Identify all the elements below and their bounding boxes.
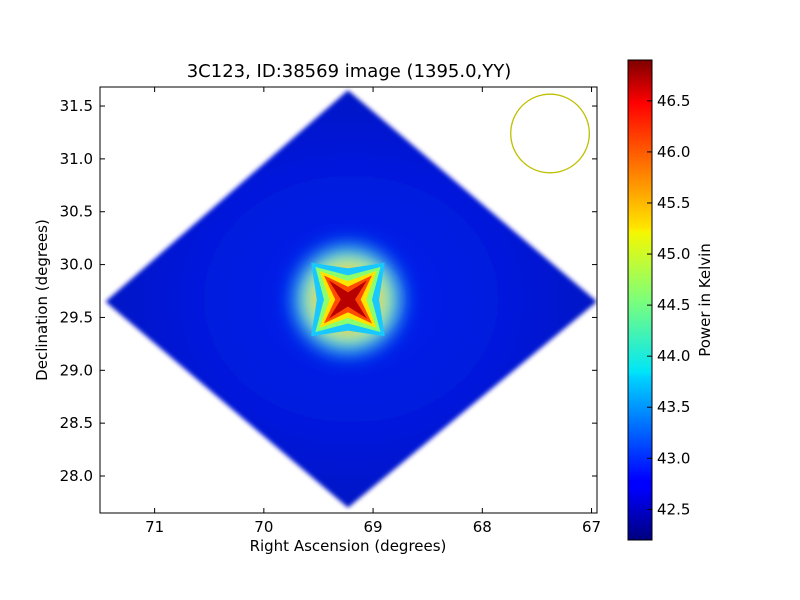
y-axis-ticks: 28.0 28.5 29.0 29.5 30.0 30.5 31.0 31.5	[60, 97, 597, 485]
y-axis-label: Declination (degrees)	[33, 219, 51, 381]
colorbar-tick-label: 42.5	[657, 500, 690, 518]
y-tick-label: 28.5	[60, 414, 93, 432]
x-axis-ticks: 71 70 69 68 67	[145, 87, 601, 536]
y-tick-label: 30.0	[60, 256, 93, 274]
heatmap-layer	[105, 90, 597, 508]
colorbar	[627, 59, 653, 541]
colorbar-tick-label: 45.0	[657, 245, 690, 263]
y-tick-label: 28.0	[60, 467, 93, 485]
x-tick-label: 71	[145, 518, 164, 536]
x-tick-label: 67	[582, 518, 601, 536]
x-tick-label: 70	[254, 518, 273, 536]
chart-title: 3C123, ID:38569 image (1395.0,YY)	[187, 61, 512, 82]
beam-circle	[510, 93, 591, 174]
x-tick-label: 68	[473, 518, 492, 536]
colorbar-tick-label: 43.5	[657, 398, 690, 416]
x-axis-label: Right Ascension (degrees)	[250, 537, 447, 555]
y-tick-label: 31.0	[60, 150, 93, 168]
colorbar-tick-label: 44.5	[657, 296, 690, 314]
y-tick-label: 29.5	[60, 308, 93, 326]
y-tick-label: 29.0	[60, 361, 93, 379]
colorbar-tick-label: 44.0	[657, 347, 690, 365]
colorbar-tick-label: 46.0	[657, 143, 690, 161]
colorbar-tick-label: 45.5	[657, 194, 690, 212]
colorbar-label: Power in Kelvin	[696, 243, 714, 357]
y-tick-label: 31.5	[60, 97, 93, 115]
y-tick-label: 30.5	[60, 203, 93, 221]
source-star-core	[328, 280, 368, 319]
colorbar-ticks: 42.5 43.0 43.5 44.0 44.5 45.0 45.5 46.0 46.5	[647, 92, 690, 518]
colorbar-tick-label: 46.5	[657, 92, 690, 110]
colorbar-tick-label: 43.0	[657, 449, 690, 467]
x-tick-label: 69	[364, 518, 383, 536]
plot-frame	[99, 86, 598, 514]
